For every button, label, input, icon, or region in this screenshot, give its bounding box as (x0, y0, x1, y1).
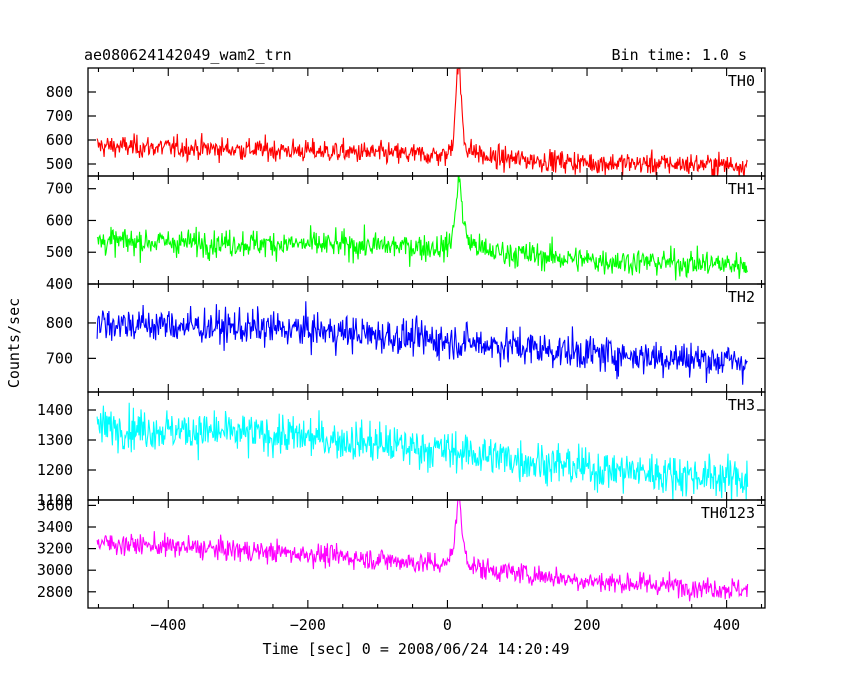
y-tick-label-th3: 1300 (37, 431, 73, 449)
series-name-th0123: TH0123 (701, 504, 755, 522)
x-tick-label: 0 (443, 616, 452, 634)
y-tick-label-th3: 1200 (37, 461, 73, 479)
panel-frame-th0123 (87, 499, 766, 609)
y-tick-label-th0123: 3400 (37, 518, 73, 536)
y-tick-label-th0: 800 (46, 83, 73, 101)
series-line-th1 (96, 176, 749, 281)
y-tick-label-th0123: 3600 (37, 496, 73, 514)
x-tick-label: −400 (150, 616, 186, 634)
series-name-th1: TH1 (728, 180, 755, 198)
series-name-th2: TH2 (728, 288, 755, 306)
x-tick-label: 400 (713, 616, 740, 634)
chart-title: ae080624142049_wam2_trn (84, 46, 292, 64)
y-axis-label: Counts/sec (5, 298, 23, 388)
y-tick-label-th0: 500 (46, 155, 73, 173)
y-tick-label-th1: 600 (46, 211, 73, 229)
series-line-th2 (96, 301, 748, 385)
panels-group: 500 600 700 800 TH0 400 500 600 700 TH1 700 800 TH2 1… (37, 67, 766, 634)
y-tick-label-th2: 700 (46, 349, 73, 367)
bin-time-label: Bin time: 1.0 s (612, 46, 747, 64)
y-tick-label-th0: 600 (46, 131, 73, 149)
series-line-th0123 (96, 500, 749, 602)
x-tick-label: 200 (573, 616, 600, 634)
y-tick-label-th1: 400 (46, 275, 73, 293)
y-tick-label-th0123: 2800 (37, 583, 73, 601)
y-tick-label-th0: 700 (46, 107, 73, 125)
series-name-th0: TH0 (728, 72, 755, 90)
y-tick-label-th0123: 3000 (37, 561, 73, 579)
y-tick-label-th3: 1100 (37, 491, 73, 509)
y-tick-label-th1: 500 (46, 243, 73, 261)
y-tick-label-th3: 1400 (37, 401, 73, 419)
series-name-th3: TH3 (728, 396, 755, 414)
panel-frame-th1 (87, 175, 766, 285)
y-tick-label-th2: 800 (46, 314, 73, 332)
x-tick-label: −200 (290, 616, 326, 634)
x-axis-label: Time [sec] 0 = 2008/06/24 14:20:49 (262, 640, 569, 658)
series-line-th3 (96, 402, 749, 500)
y-tick-label-th0123: 3200 (37, 540, 73, 558)
series-line-th0 (96, 68, 749, 176)
y-tick-label-th1: 700 (46, 180, 73, 198)
